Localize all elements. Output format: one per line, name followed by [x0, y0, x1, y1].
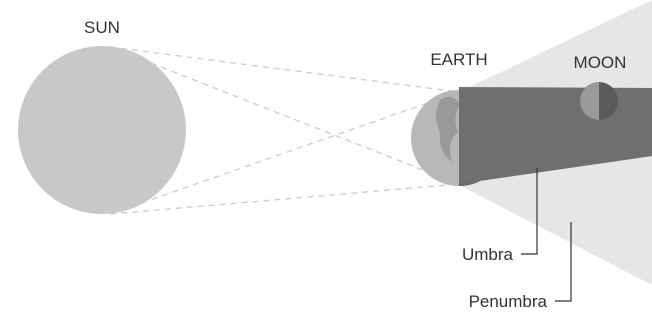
- sun-label: SUN: [84, 18, 120, 37]
- moon-label: MOON: [574, 53, 627, 72]
- page: SUN EARTH MOON Umbra Penumbra (() => { c…: [0, 0, 652, 319]
- earth-label: EARTH: [430, 50, 487, 69]
- umbra-label: Umbra: [462, 245, 514, 264]
- eclipse-diagram: SUN EARTH MOON Umbra Penumbra: [0, 0, 652, 319]
- penumbra-label: Penumbra: [469, 292, 548, 311]
- sun: [18, 46, 186, 214]
